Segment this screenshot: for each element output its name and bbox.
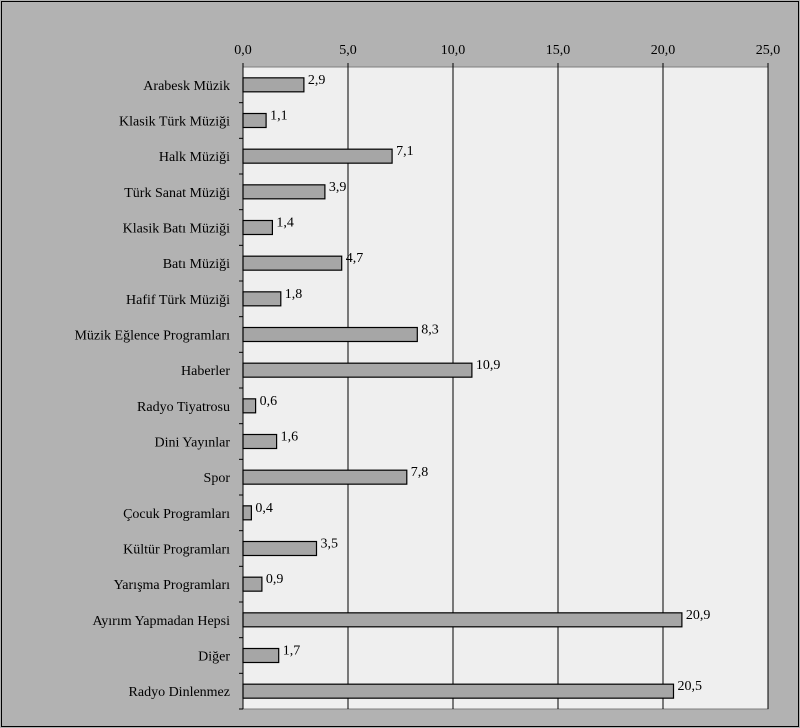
data-label: 3,9	[329, 180, 347, 195]
bar	[242, 612, 683, 628]
bar	[242, 469, 408, 485]
bar	[242, 683, 675, 699]
category-label: Radyo Tiyatrosu	[137, 400, 230, 415]
category-label: Türk Sanat Müziği	[124, 186, 230, 201]
category-label: Klasik Türk Müziği	[119, 115, 230, 130]
category-label: Batı Müziği	[163, 257, 230, 272]
category-label: Arabesk Müzik	[143, 79, 230, 94]
category-label: Klasik Batı Müziği	[123, 222, 230, 237]
data-label: 0,4	[255, 501, 273, 516]
bar	[242, 77, 305, 93]
data-label: 4,7	[346, 251, 364, 266]
category-label: Dini Yayınlar	[155, 436, 231, 451]
bar	[242, 398, 257, 414]
x-tick-label: 15,0	[546, 43, 571, 58]
data-labels: 2,9 1,1 7,1 3,9 1,4 4,7 1,8 8,3 10,9 0,6 1,6 7,8 0,4…	[255, 73, 710, 694]
bar	[242, 255, 343, 271]
bar	[242, 326, 418, 343]
x-tick-label: 10,0	[441, 43, 466, 58]
data-label: 1,8	[285, 287, 303, 302]
data-label: 1,4	[276, 216, 294, 231]
data-label: 8,3	[421, 323, 439, 338]
bar	[242, 433, 278, 450]
bars	[242, 77, 683, 699]
category-label: Kültür Programları	[123, 543, 230, 558]
category-label: Radyo Dinlenmez	[129, 685, 230, 700]
data-label: 20,5	[678, 679, 703, 694]
data-label: 1,7	[283, 644, 301, 659]
category-label: Yarışma Programları	[114, 578, 231, 593]
data-label: 7,8	[411, 465, 429, 480]
data-label: 0,6	[260, 394, 278, 409]
data-label: 2,9	[308, 73, 326, 88]
x-axis-ticks: 0,0 5,0 10,0 15,0 20,0 25,0	[234, 43, 780, 67]
data-label: 3,5	[321, 537, 339, 552]
x-tick-label: 0,0	[234, 43, 252, 58]
category-label: Çocuk Programları	[123, 507, 230, 522]
category-label: Diğer	[198, 650, 230, 665]
x-tick-label: 5,0	[339, 43, 357, 58]
gridlines	[347, 67, 769, 709]
category-label: Haberler	[181, 364, 230, 379]
bar	[242, 505, 252, 521]
data-label: 20,9	[686, 608, 711, 623]
category-label: Hafif Türk Müziği	[126, 293, 230, 308]
x-tick-label: 25,0	[756, 43, 781, 58]
bar	[242, 291, 282, 307]
bar	[242, 112, 267, 129]
plot-area	[242, 66, 769, 710]
bar	[242, 647, 280, 664]
data-label: 0,9	[266, 572, 284, 587]
data-label: 1,1	[270, 109, 288, 124]
data-label: 10,9	[476, 358, 501, 373]
data-label: 7,1	[396, 144, 414, 159]
bar	[242, 184, 326, 200]
bar	[242, 219, 273, 236]
category-label: Müzik Eğlence Programları	[74, 329, 230, 344]
bar	[242, 540, 318, 557]
bar	[242, 362, 473, 378]
x-tick-label: 20,0	[651, 43, 676, 58]
category-label: Halk Müziği	[159, 150, 230, 165]
bar	[242, 576, 263, 592]
data-label: 1,6	[281, 430, 299, 445]
category-label: Ayırım Yapmadan Hepsi	[92, 614, 230, 629]
bar	[242, 148, 393, 164]
category-label: Spor	[204, 471, 231, 486]
category-labels: Arabesk Müzik Klasik Türk Müziği Halk Müzi…	[74, 79, 243, 710]
